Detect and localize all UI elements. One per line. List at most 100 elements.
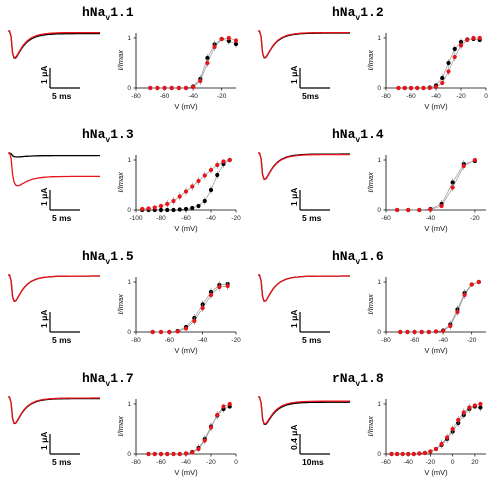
x-tick-label: -60 <box>156 459 166 466</box>
mutant-data-point <box>396 85 401 91</box>
y-axis-label: I/Imax <box>116 416 125 437</box>
mutant-data-point <box>395 451 400 457</box>
wt-data-point <box>158 207 164 213</box>
mutant-current-trace <box>8 396 100 424</box>
scale-current-label: 1 μA <box>39 188 49 206</box>
y-tick-label: 1 <box>127 279 131 286</box>
x-axis-label: V (mV) <box>424 346 448 355</box>
fit-curve <box>150 37 237 89</box>
x-tick-label: -100 <box>129 215 142 222</box>
mutant-data-point <box>440 80 445 86</box>
wt-data-point <box>177 207 182 212</box>
mutant-data-point <box>208 167 214 173</box>
mutant-data-point <box>402 85 407 91</box>
panel-title: hNav1.6 <box>332 249 384 267</box>
fit-curve <box>400 281 479 333</box>
x-tick-label: -20 <box>231 215 241 222</box>
panel-title: hNav1.1 <box>82 5 134 23</box>
wt-data-point <box>196 203 201 209</box>
mutant-data-point <box>446 69 451 74</box>
mutant-data-point <box>433 84 439 90</box>
x-tick-label: -80 <box>381 337 391 344</box>
mutant-data-point <box>456 417 461 423</box>
mutant-data-point <box>233 38 239 43</box>
wt-data-point <box>165 207 170 213</box>
mutant-data-point <box>162 85 167 91</box>
wt-data-point <box>215 172 220 178</box>
mutant-data-point <box>411 451 416 457</box>
x-tick-label: -40 <box>206 215 216 222</box>
mutant-data-point <box>421 85 426 91</box>
mutant-data-point <box>406 207 411 213</box>
x-tick-label: -20 <box>231 337 241 344</box>
x-tick-label: -40 <box>438 337 448 344</box>
mutant-data-point <box>469 282 474 287</box>
mutant-data-point <box>196 446 201 452</box>
fit-curve <box>397 160 475 211</box>
mutant-data-point <box>433 329 439 334</box>
scale-current-label: 1 μA <box>289 310 299 328</box>
wt-data-point <box>233 41 239 47</box>
panel-3: hNav1.3 1 μA5 ms -100 -80 -60 -40 -20 0 1 V (mV) I… <box>8 127 241 233</box>
mutant-data-point <box>478 401 483 407</box>
mutant-data-point <box>419 329 424 335</box>
mutant-data-point <box>202 438 207 443</box>
mutant-data-point <box>171 451 176 457</box>
wt-current-trace <box>258 30 350 59</box>
panel-title: rNav1.8 <box>332 371 384 389</box>
mutant-data-point <box>215 412 220 418</box>
wt-current-trace <box>8 396 100 425</box>
x-axis-label: V (mV) <box>174 468 198 477</box>
mutant-data-point <box>406 451 411 457</box>
wt-data-point <box>183 206 189 212</box>
mutant-data-point <box>183 326 189 331</box>
y-tick-label: 1 <box>377 35 381 42</box>
mutant-data-point <box>215 162 220 168</box>
x-tick-label: -60 <box>410 337 420 344</box>
mutant-data-point <box>439 441 444 447</box>
scale-time-label: 5 ms <box>52 457 72 467</box>
x-tick-label: -60 <box>160 93 170 100</box>
mutant-data-point <box>450 426 455 432</box>
wt-current-trace <box>8 274 100 302</box>
x-tick-label: -20 <box>426 459 436 466</box>
y-tick-label: 1 <box>377 401 381 408</box>
panel-7: hNav1.7 1 μA5 ms -80 -60 -40 -20 0 0 1 V (mV) I/Im… <box>8 371 238 477</box>
x-tick-label: -80 <box>381 93 391 100</box>
mutant-data-point <box>428 207 433 212</box>
mutant-data-point <box>217 284 222 290</box>
x-tick-label: 20 <box>471 459 479 466</box>
scale-time-label: 5ms <box>302 91 319 101</box>
mutant-current-trace <box>258 274 350 302</box>
mutant-data-point <box>152 205 157 210</box>
mutant-data-point <box>400 451 405 457</box>
mutant-data-point <box>202 173 207 178</box>
mutant-data-point <box>408 85 414 91</box>
mutant-data-point <box>167 329 172 335</box>
y-axis-label: I/Imax <box>116 50 125 71</box>
wt-current-trace <box>258 152 350 180</box>
scale-time-label: 10ms <box>302 457 324 467</box>
mutant-data-point <box>415 85 420 91</box>
x-tick-label: -20 <box>206 459 216 466</box>
y-tick-label: 0 <box>377 451 381 458</box>
panel-title: hNav1.4 <box>332 127 384 145</box>
x-tick-label: -60 <box>381 459 391 466</box>
mutant-data-point <box>158 451 164 457</box>
wt-current-trace <box>8 30 100 59</box>
mutant-data-point <box>175 329 180 334</box>
wt-data-point <box>171 207 176 213</box>
mutant-data-point <box>165 451 170 457</box>
y-tick-label: 0 <box>377 329 381 336</box>
x-axis-label: V (mV) <box>174 102 198 111</box>
x-tick-label: 0 <box>484 93 488 100</box>
y-tick-label: 1 <box>377 157 381 164</box>
mutant-data-point <box>225 283 230 289</box>
x-axis-label: V (mV) <box>424 468 448 477</box>
mutant-data-point <box>205 60 210 66</box>
mutant-data-point <box>158 203 164 209</box>
y-tick-label: 1 <box>127 401 131 408</box>
mutant-data-point <box>427 85 432 91</box>
mutant-data-point <box>176 85 181 91</box>
mutant-current-trace <box>258 396 350 425</box>
